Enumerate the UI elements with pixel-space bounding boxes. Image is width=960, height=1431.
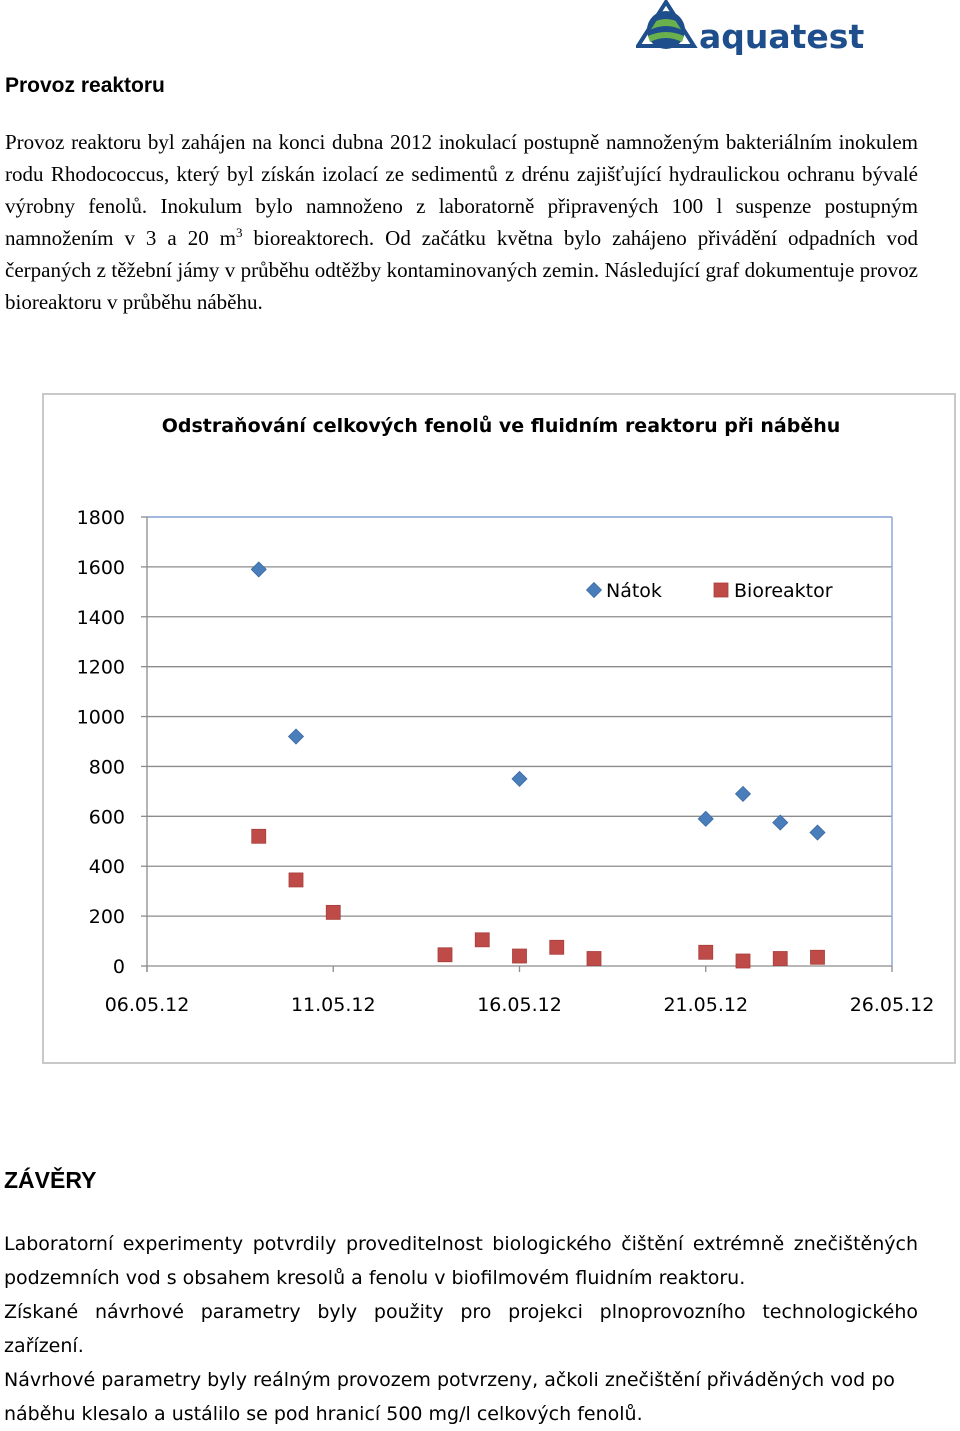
aquatest-logo: aquatest bbox=[636, 0, 864, 56]
chart-points bbox=[250, 561, 826, 969]
chart-title: Odstraňování celkových fenolů ve fluidní… bbox=[162, 414, 841, 437]
legend-label-0: Nátok bbox=[606, 580, 662, 602]
conclusion-paragraph-1: Laboratorní experimenty potvrdily proved… bbox=[4, 1233, 918, 1289]
globe-icon bbox=[636, 0, 698, 49]
bioreaktor-point-1 bbox=[288, 872, 304, 888]
bioreaktor-point-4 bbox=[474, 932, 490, 948]
y-tick-label-1: 200 bbox=[89, 906, 125, 928]
bioreaktor-point-7 bbox=[586, 951, 602, 966]
bioreaktor-point-11 bbox=[810, 949, 825, 965]
natok-point-1 bbox=[287, 728, 305, 745]
intro-text-part1: Provoz reaktoru byl zahájen na konci dub… bbox=[5, 130, 918, 250]
natok-point-0 bbox=[250, 561, 267, 578]
legend-marker-0 bbox=[585, 581, 603, 599]
chart-container: Odstraňování celkových fenolů ve fluidní… bbox=[42, 393, 956, 1064]
intro-paragraph: Provoz reaktoru byl zahájen na konci dub… bbox=[5, 126, 918, 318]
natok-point-4 bbox=[734, 785, 752, 802]
conclusion-paragraph-2: Získané návrhové parametry byly použity … bbox=[4, 1301, 918, 1357]
bioreaktor-point-6 bbox=[549, 939, 565, 955]
bioreaktor-point-0 bbox=[251, 828, 267, 844]
natok-point-2 bbox=[511, 770, 528, 787]
x-tick-label-3: 21.05.12 bbox=[663, 994, 748, 1016]
y-tick-label-0: 0 bbox=[113, 956, 125, 978]
conclusion-heading: ZÁVĚRY bbox=[4, 1167, 97, 1193]
y-tick-label-4: 800 bbox=[89, 756, 125, 778]
legend-label-1: Bioreaktor bbox=[734, 580, 833, 602]
bioreaktor-point-5 bbox=[512, 948, 527, 964]
y-tick-label-3: 600 bbox=[89, 806, 125, 828]
bioreaktor-point-9 bbox=[735, 953, 751, 969]
bioreaktor-point-10 bbox=[772, 951, 788, 966]
y-tick-label-8: 1600 bbox=[77, 557, 125, 579]
x-tick-label-2: 16.05.12 bbox=[477, 994, 562, 1016]
phenol-removal-chart: Odstraňování celkových fenolů ve fluidní… bbox=[77, 414, 935, 1016]
logo-text: aquatest bbox=[699, 17, 864, 56]
x-tick-label-1: 11.05.12 bbox=[291, 994, 376, 1016]
natok-point-3 bbox=[697, 810, 714, 827]
legend-marker-1 bbox=[713, 582, 729, 598]
bioreaktor-point-3 bbox=[437, 947, 453, 963]
y-tick-label-7: 1400 bbox=[77, 607, 125, 629]
x-tick-label-4: 26.05.12 bbox=[850, 994, 935, 1016]
y-tick-label-6: 1200 bbox=[77, 657, 125, 679]
bioreaktor-point-8 bbox=[698, 944, 714, 960]
conclusion-paragraph-3: Návrhové parametry byly reálným provozem… bbox=[4, 1369, 895, 1425]
natok-point-5 bbox=[772, 814, 789, 831]
intro-text-part2: bioreaktorech. Od začátku května bylo za… bbox=[5, 226, 918, 314]
y-tick-label-5: 1000 bbox=[77, 707, 125, 729]
y-tick-label-9: 1800 bbox=[77, 507, 125, 529]
y-axis-ticks: 0 200 400 600 800 1000 1200 1400 1600 1800 bbox=[77, 507, 147, 978]
section-heading: Provoz reaktoru bbox=[5, 74, 165, 97]
y-tick-label-2: 400 bbox=[89, 856, 125, 878]
natok-point-6 bbox=[809, 824, 826, 841]
chart-legend: Nátok Bioreaktor bbox=[585, 580, 833, 602]
intro-superscript: 3 bbox=[236, 225, 243, 240]
x-axis-ticks: 06.05.12 11.05.12 16.05.12 21.05.12 26.05.12 bbox=[105, 966, 935, 1016]
bioreaktor-point-2 bbox=[325, 904, 341, 920]
x-tick-label-0: 06.05.12 bbox=[105, 994, 190, 1016]
